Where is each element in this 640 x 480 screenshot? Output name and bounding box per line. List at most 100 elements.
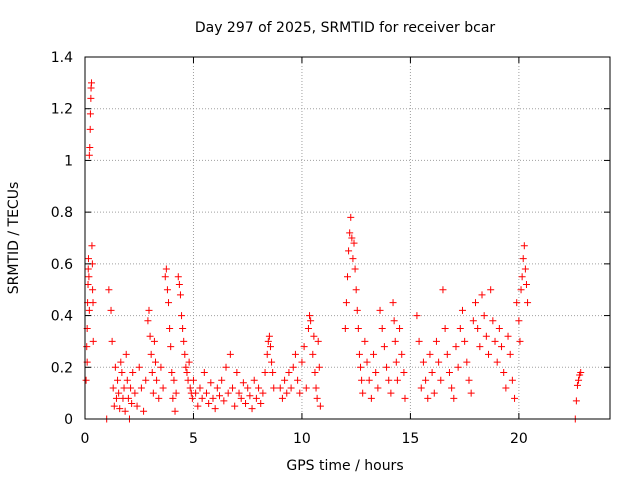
data-point bbox=[391, 337, 399, 345]
data-point bbox=[144, 317, 152, 325]
data-point bbox=[178, 312, 186, 320]
data-point bbox=[168, 368, 176, 376]
data-point bbox=[351, 265, 359, 273]
data-point bbox=[296, 389, 304, 397]
data-point bbox=[246, 392, 254, 400]
data-point bbox=[347, 213, 355, 221]
data-point bbox=[511, 394, 519, 402]
data-point bbox=[522, 281, 530, 289]
data-point bbox=[145, 306, 153, 314]
data-point bbox=[577, 368, 585, 376]
data-point bbox=[157, 363, 165, 371]
data-point bbox=[495, 325, 503, 332]
data-point bbox=[349, 255, 357, 263]
data-point bbox=[508, 376, 516, 384]
data-point bbox=[312, 384, 320, 392]
data-point bbox=[188, 394, 196, 402]
data-point bbox=[82, 376, 90, 384]
data-point bbox=[196, 384, 204, 392]
data-point bbox=[437, 376, 445, 384]
data-point bbox=[307, 317, 315, 325]
data-point bbox=[128, 399, 136, 407]
data-point bbox=[341, 325, 349, 332]
data-point bbox=[194, 402, 202, 410]
data-point bbox=[359, 389, 367, 397]
ticks: 0 0.2 0.4 0.6 0.8 1 1.2 1.4 0 5 10 15 20 bbox=[51, 50, 610, 447]
data-point bbox=[524, 299, 532, 307]
data-point bbox=[353, 306, 361, 314]
data-point bbox=[469, 317, 477, 325]
data-point bbox=[515, 317, 523, 325]
y-axis-label: SRMTID / TECUs bbox=[6, 182, 22, 295]
data-point bbox=[176, 291, 184, 299]
data-point bbox=[300, 343, 308, 351]
data-point bbox=[213, 384, 221, 392]
data-point bbox=[498, 343, 506, 351]
data-point bbox=[166, 325, 174, 332]
data-point bbox=[181, 350, 189, 358]
data-point bbox=[222, 363, 230, 371]
data-point bbox=[306, 312, 314, 320]
data-point bbox=[264, 337, 272, 345]
data-point bbox=[224, 389, 232, 397]
data-point bbox=[516, 337, 524, 345]
data-point bbox=[311, 368, 319, 376]
data-point bbox=[263, 350, 271, 358]
data-point bbox=[89, 299, 97, 307]
data-point bbox=[401, 394, 409, 402]
data-point bbox=[387, 389, 395, 397]
x-tick-label: 10 bbox=[293, 431, 311, 447]
data-point bbox=[478, 291, 486, 299]
data-point bbox=[575, 376, 583, 384]
data-point bbox=[390, 317, 398, 325]
data-point bbox=[244, 384, 252, 392]
data-point bbox=[357, 363, 365, 371]
data-point bbox=[298, 358, 306, 366]
data-point bbox=[108, 337, 116, 345]
data-point bbox=[84, 265, 92, 273]
data-point bbox=[521, 265, 529, 273]
data-point bbox=[304, 325, 312, 332]
data-point bbox=[146, 332, 154, 340]
data-point bbox=[502, 384, 510, 392]
data-point bbox=[84, 281, 92, 289]
data-point bbox=[348, 234, 356, 242]
data-point bbox=[140, 407, 148, 415]
data-point bbox=[209, 394, 217, 402]
data-point bbox=[182, 363, 190, 371]
data-point bbox=[314, 337, 322, 345]
data-point bbox=[185, 358, 193, 366]
data-point bbox=[342, 299, 350, 307]
data-point bbox=[237, 394, 245, 402]
data-point bbox=[506, 350, 514, 358]
data-point bbox=[500, 368, 508, 376]
data-point bbox=[235, 389, 243, 397]
data-point bbox=[374, 384, 382, 392]
data-point bbox=[443, 350, 451, 358]
data-point bbox=[218, 376, 226, 384]
x-tick-label: 5 bbox=[189, 431, 198, 447]
data-point bbox=[463, 358, 471, 366]
data-point bbox=[169, 394, 177, 402]
y-tick-label: 0.6 bbox=[51, 257, 73, 273]
data-point bbox=[88, 79, 96, 87]
data-point bbox=[269, 368, 277, 376]
data-point bbox=[189, 376, 197, 384]
plot-frame bbox=[84, 56, 611, 420]
data-point bbox=[85, 151, 93, 159]
data-point bbox=[111, 363, 119, 371]
data-point bbox=[432, 337, 440, 345]
data-point bbox=[350, 239, 358, 247]
data-points bbox=[82, 79, 585, 423]
data-point bbox=[86, 144, 94, 151]
data-point bbox=[265, 332, 273, 340]
x-tick-label: 20 bbox=[510, 431, 528, 447]
data-point bbox=[385, 376, 393, 384]
data-point bbox=[107, 306, 115, 314]
data-point bbox=[123, 376, 131, 384]
data-point bbox=[161, 273, 169, 281]
data-point bbox=[250, 376, 258, 384]
data-point bbox=[172, 389, 180, 397]
data-point bbox=[220, 397, 228, 405]
